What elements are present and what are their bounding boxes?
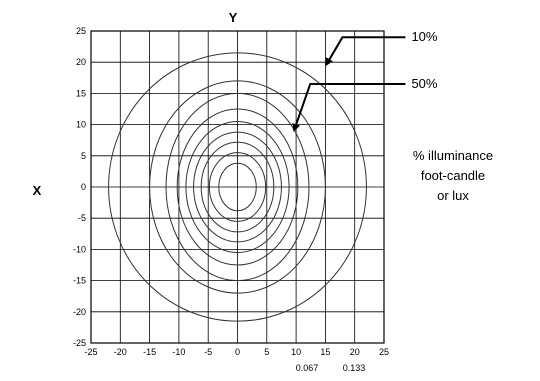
contour-5 bbox=[193, 131, 282, 243]
grid bbox=[90, 30, 385, 344]
bottom-value-2: 0.133 bbox=[343, 363, 366, 373]
x-tick-labels: -25 -20 -15 -10 -5 0 5 10 15 20 25 bbox=[84, 347, 389, 357]
y-tick-label-3: 10 bbox=[76, 120, 86, 130]
y-tick-label-6: -5 bbox=[78, 213, 86, 223]
annotation-arrow-0 bbox=[325, 36, 406, 67]
contour-lines bbox=[108, 52, 367, 322]
x-tick-label-4: -5 bbox=[204, 347, 212, 357]
illuminance-unit-note: % illuminance foot-candle or lux bbox=[413, 148, 493, 203]
x-tick-label-3: -10 bbox=[172, 347, 185, 357]
x-tick-label-1: -20 bbox=[114, 347, 127, 357]
contour-7 bbox=[208, 152, 267, 222]
y-tick-label-9: -20 bbox=[73, 307, 86, 317]
x-tick-label-8: 15 bbox=[320, 347, 330, 357]
x-tick-label-9: 20 bbox=[350, 347, 360, 357]
annotation-arrow-1 bbox=[292, 83, 406, 132]
y-tick-label-5: 0 bbox=[81, 182, 86, 192]
y-tick-label-10: -25 bbox=[73, 338, 86, 348]
plot-frame bbox=[90, 30, 385, 344]
y-axis-label: Y bbox=[229, 10, 238, 25]
x-tick-label-5: 0 bbox=[235, 347, 240, 357]
note-line-1: % illuminance bbox=[413, 148, 493, 163]
bottom-value-1: 0.067 bbox=[296, 363, 319, 373]
y-tick-label-8: -15 bbox=[73, 276, 86, 286]
plot-area bbox=[90, 30, 385, 344]
note-line-3: or lux bbox=[437, 188, 469, 203]
x-tick-label-10: 25 bbox=[379, 347, 389, 357]
x-tick-label-0: -25 bbox=[84, 347, 97, 357]
contour-4 bbox=[185, 120, 290, 254]
x-tick-label-2: -15 bbox=[143, 347, 156, 357]
contour-6 bbox=[200, 141, 275, 233]
contour-1 bbox=[149, 80, 326, 294]
y-tick-label-4: 5 bbox=[81, 151, 86, 161]
y-tick-label-2: 15 bbox=[76, 88, 86, 98]
annotation-label-1: 50% bbox=[411, 76, 437, 91]
y-tick-label-7: -10 bbox=[73, 244, 86, 254]
y-tick-label-0: 25 bbox=[76, 26, 86, 36]
x-tick-label-7: 10 bbox=[291, 347, 301, 357]
contour-2 bbox=[165, 92, 310, 282]
x-axis-label: X bbox=[33, 183, 42, 198]
annotation-label-0: 10% bbox=[411, 29, 437, 44]
y-tick-label-1: 20 bbox=[76, 57, 86, 67]
contour-3 bbox=[176, 108, 299, 266]
note-line-2: foot-candle bbox=[421, 168, 485, 183]
contour-8 bbox=[218, 162, 257, 212]
x-tick-label-6: 5 bbox=[264, 347, 269, 357]
contour-0 bbox=[108, 52, 367, 322]
y-tick-labels: 25 20 15 10 5 0 -5 -10 -15 -20 -25 bbox=[73, 26, 86, 348]
annotations: 10% 50% bbox=[292, 29, 438, 132]
bottom-scale-values: 0.067 0.133 bbox=[296, 363, 366, 373]
